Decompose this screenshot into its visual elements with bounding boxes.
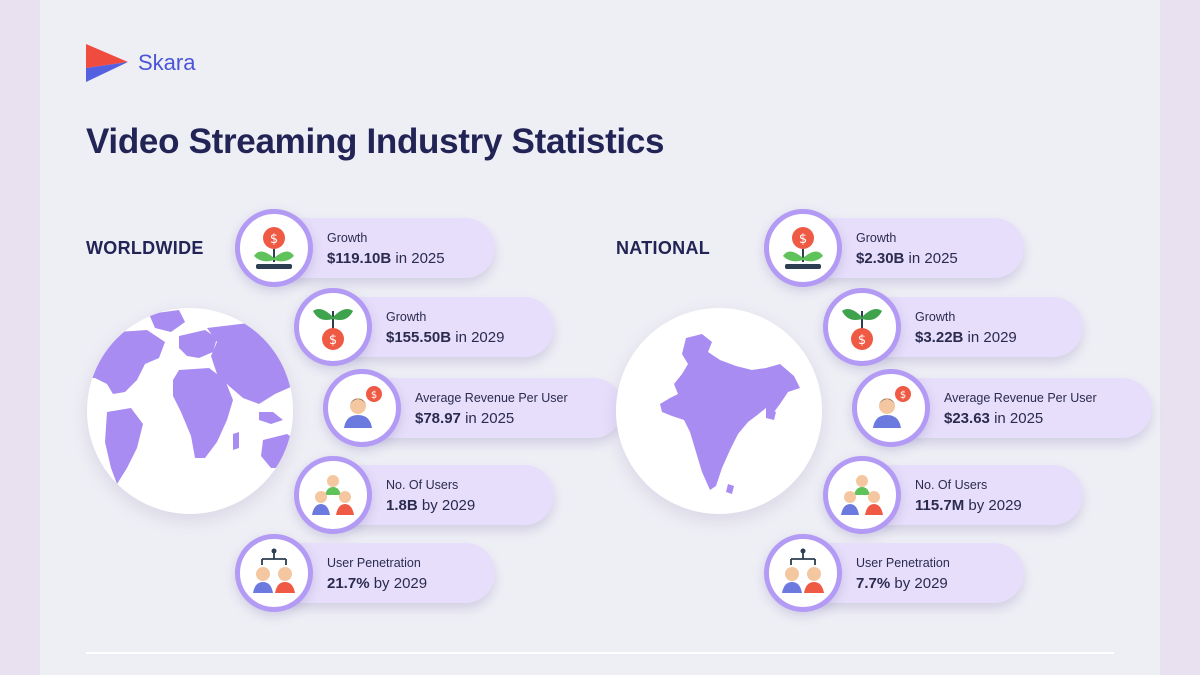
user-network-icon (235, 534, 313, 612)
world-map-globe (87, 308, 293, 514)
infographic-canvas: Skara Video Streaming Industry Statistic… (40, 0, 1160, 675)
stat-label: User Penetration (856, 556, 950, 570)
user-group-icon (823, 456, 901, 534)
stat-label: Growth (856, 231, 897, 245)
national-stat-card: $ Average Revenue Per User $23.63 in 202… (852, 369, 1152, 447)
user-network-icon (764, 534, 842, 612)
worldwide-stat-card: No. Of Users 1.8B by 2029 (294, 456, 554, 534)
svg-text:$: $ (858, 333, 866, 348)
national-stat-card: $ Growth $2.30B in 2025 (764, 209, 1024, 287)
skara-logo-icon (86, 44, 128, 82)
national-stat-card: No. Of Users 115.7M by 2029 (823, 456, 1083, 534)
stat-value: $119.10B in 2025 (327, 250, 445, 267)
worldwide-stat-card: $ Growth $119.10B in 2025 (235, 209, 495, 287)
national-label: NATIONAL (616, 238, 711, 258)
india-map-globe (616, 308, 822, 514)
stat-label: Growth (915, 310, 956, 324)
stat-value: $3.22B in 2029 (915, 329, 1017, 346)
stat-value: 1.8B by 2029 (386, 497, 476, 514)
brand-name: Skara (138, 50, 196, 75)
stat-value: $23.63 in 2025 (944, 410, 1044, 427)
stat-pill (361, 378, 623, 438)
page-title: Video Streaming Industry Statistics (86, 122, 665, 161)
stat-value: $78.97 in 2025 (415, 410, 515, 427)
svg-text:$: $ (799, 232, 807, 247)
stat-value: 21.7% by 2029 (327, 575, 428, 592)
money-sprout-icon: $ (294, 288, 372, 366)
worldwide-stat-card: $ Average Revenue Per User $78.97 in 202… (323, 369, 623, 447)
stat-label: Average Revenue Per User (415, 391, 568, 405)
national-stat-card: $ Growth $3.22B in 2029 (823, 288, 1083, 366)
stat-value: $155.50B in 2029 (386, 329, 505, 346)
stat-label: User Penetration (327, 556, 421, 570)
stat-label: No. Of Users (915, 478, 988, 492)
svg-text:$: $ (371, 390, 377, 401)
money-plant-icon: $ (764, 209, 842, 287)
national-stat-card: User Penetration 7.7% by 2029 (764, 534, 1024, 612)
svg-text:$: $ (329, 333, 337, 348)
stat-value: $2.30B in 2025 (856, 250, 958, 267)
stat-label: No. Of Users (386, 478, 459, 492)
user-revenue-icon: $ (323, 369, 401, 447)
user-group-icon (294, 456, 372, 534)
stat-value: 115.7M by 2029 (915, 497, 1022, 514)
worldwide-stat-card: $ Growth $155.50B in 2029 (294, 288, 554, 366)
worldwide-label: WORLDWIDE (86, 238, 204, 258)
worldwide-stat-card: User Penetration 21.7% by 2029 (235, 534, 495, 612)
user-revenue-icon: $ (852, 369, 930, 447)
stat-label: Growth (386, 310, 427, 324)
money-plant-icon: $ (235, 209, 313, 287)
money-sprout-icon: $ (823, 288, 901, 366)
footer-divider (86, 652, 1114, 654)
svg-text:$: $ (900, 390, 906, 401)
stat-label: Growth (327, 231, 368, 245)
stat-pill (890, 378, 1152, 438)
svg-text:$: $ (270, 232, 278, 247)
india-map-icon (660, 334, 800, 494)
brand-logo[interactable]: Skara (86, 44, 195, 82)
stat-value: 7.7% by 2029 (856, 575, 948, 592)
world-map-icon (87, 310, 293, 484)
stat-label: Average Revenue Per User (944, 391, 1097, 405)
